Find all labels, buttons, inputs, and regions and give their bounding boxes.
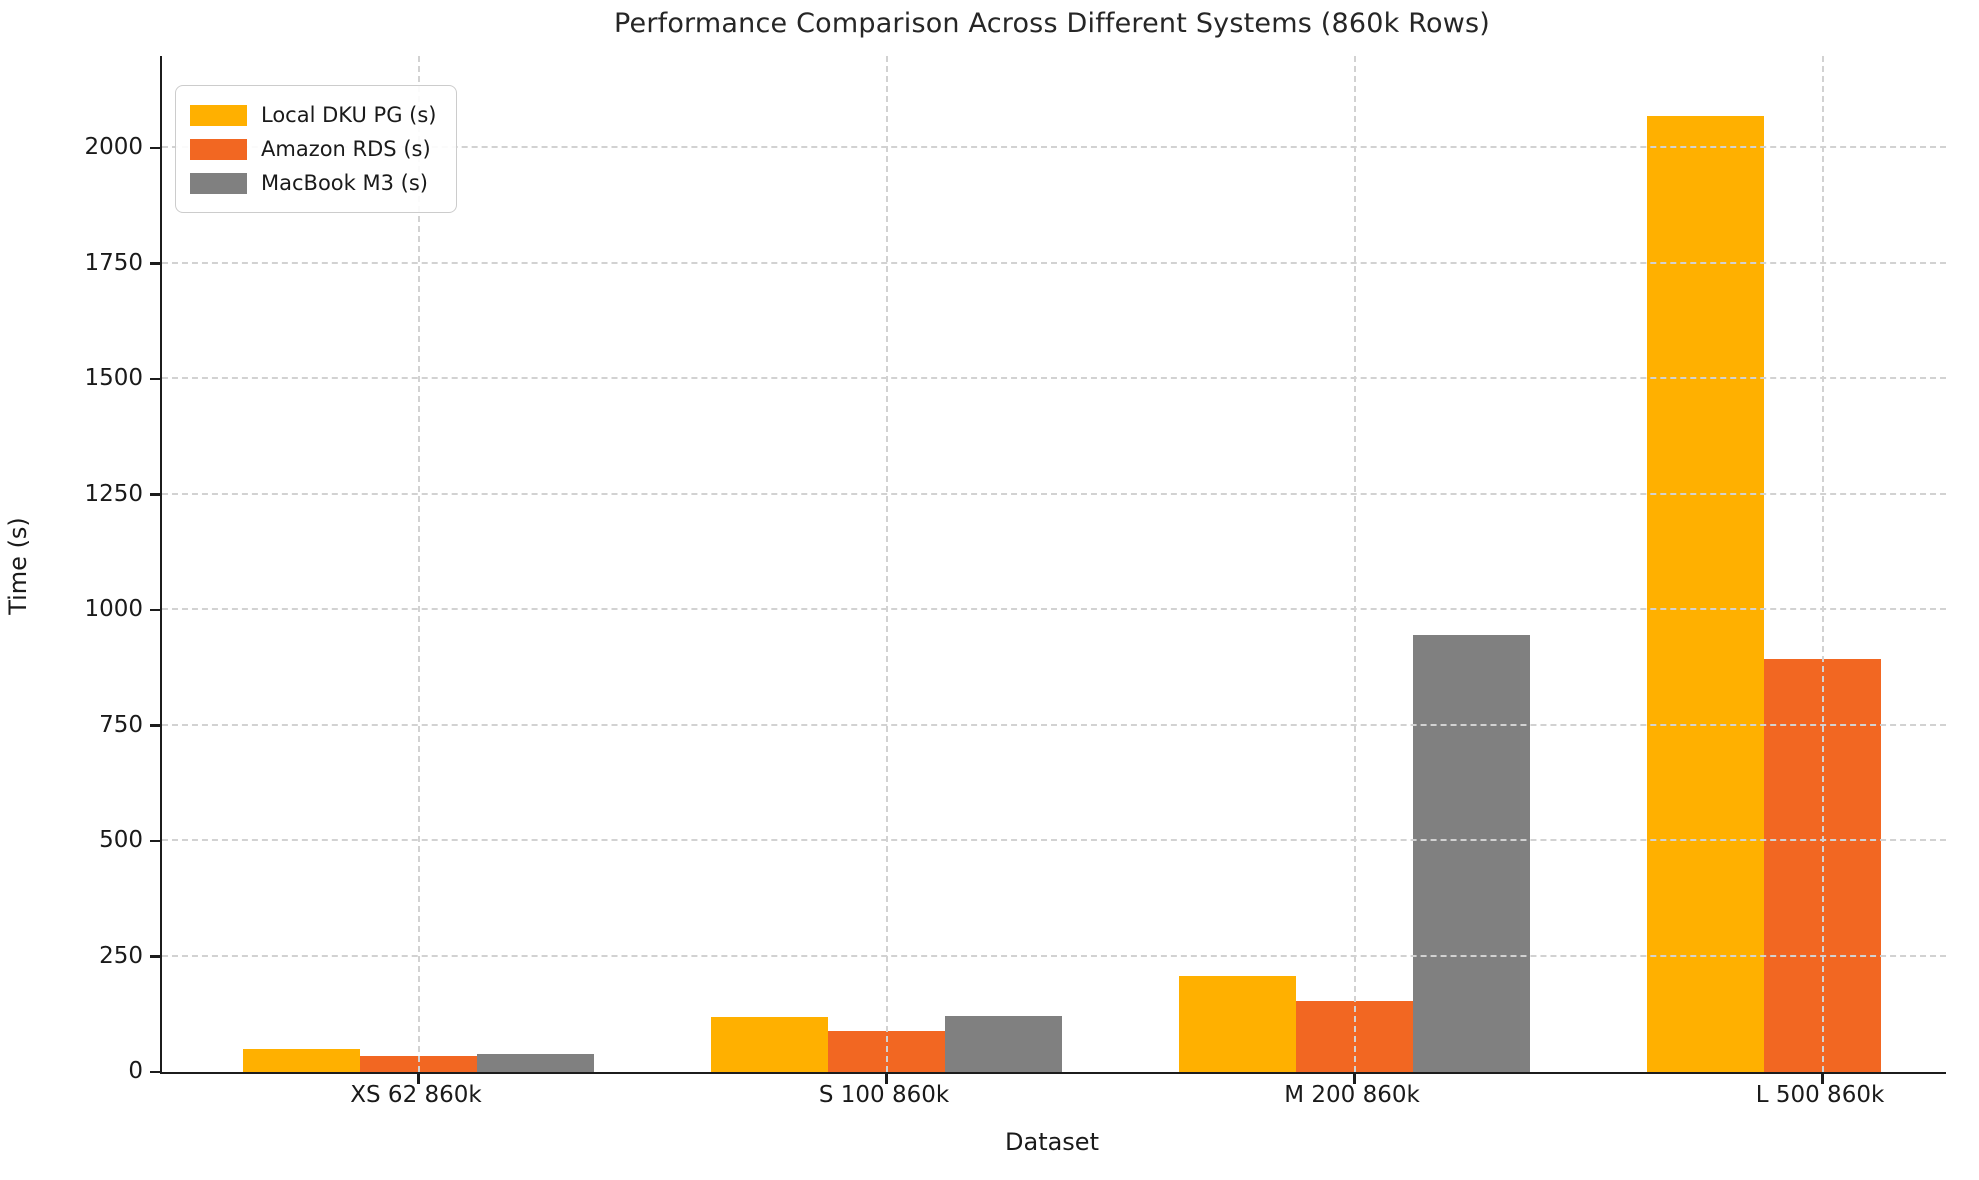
legend-swatch-icon [190,104,247,126]
x-tick-label-2: S 100 860k [818,1082,950,1108]
y-tick-label: 1750 [84,249,143,276]
gridline-y-1250 [162,492,1946,495]
x-tick-mark [885,1074,888,1084]
gridline-x-4 [1822,56,1824,1072]
x-tick-mark [1821,1074,1824,1084]
y-tick-label: 250 [99,942,143,969]
legend-label: Amazon RDS (s) [261,137,431,161]
y-tick-mark [150,377,160,381]
legend-swatch-icon [190,172,247,194]
gridline-x-2 [886,56,888,1072]
gridline-y-2000 [162,146,1946,149]
y-tick-mark [150,262,160,265]
y-tick-mark [150,1070,160,1073]
y-tick-mark [150,146,160,150]
y-tick-label: 500 [99,827,143,854]
y-tick-label: 0 [128,1058,143,1084]
bar-local-dku-pg-1 [242,1049,360,1072]
gridline-y-750 [162,723,1946,726]
gridline-x-3 [1354,56,1356,1072]
gridline-x-1 [418,56,420,1072]
y-tick-label: 1250 [84,480,143,507]
y-tick-label: 1000 [84,596,143,623]
bar-macbook-m3-2 [944,1015,1062,1072]
y-tick-mark [150,493,160,496]
gridline-y-1000 [162,608,1946,611]
y-tick-mark [150,724,160,727]
x-tick-label-3: M 200 860k [1284,1082,1420,1108]
gridline-y-1750 [162,261,1946,264]
bar-local-dku-pg-2 [710,1017,828,1072]
y-tick-label: 2000 [84,134,143,161]
bar-macbook-m3-3 [1412,635,1530,1072]
x-tick-label-4: L 500 860k [1755,1082,1885,1108]
y-tick-mark [150,955,160,958]
chart-title: Performance Comparison Across Different … [614,8,1490,39]
bar-local-dku-pg-4 [1646,116,1764,1072]
legend-item: Local DKU PG (s) [190,98,436,132]
plot-area [150,56,1946,1084]
y-tick-mark [150,839,160,843]
legend-item: Amazon RDS (s) [190,132,436,166]
gridline-y-1500 [162,377,1946,380]
legend-swatch-icon [190,138,247,160]
legend: Local DKU PG (s) Amazon RDS (s) MacBook M3… [175,85,458,213]
x-axis-label: Dataset [1005,1128,1099,1156]
x-tick-mark [417,1074,420,1084]
gridline-y-250 [162,954,1946,957]
bar-local-dku-pg-3 [1178,975,1296,1072]
x-tick-label-1: XS 62 860k [350,1082,482,1108]
legend-item: MacBook M3 (s) [190,166,436,200]
bar-macbook-m3-1 [476,1054,594,1072]
y-tick-label: 750 [99,711,143,738]
legend-label: Local DKU PG (s) [261,103,437,127]
y-tick-mark [150,608,160,612]
legend-label: MacBook M3 (s) [261,171,428,195]
y-tick-label: 1500 [84,365,143,392]
gridline-y-500 [162,839,1946,842]
x-tick-mark [1353,1074,1356,1084]
